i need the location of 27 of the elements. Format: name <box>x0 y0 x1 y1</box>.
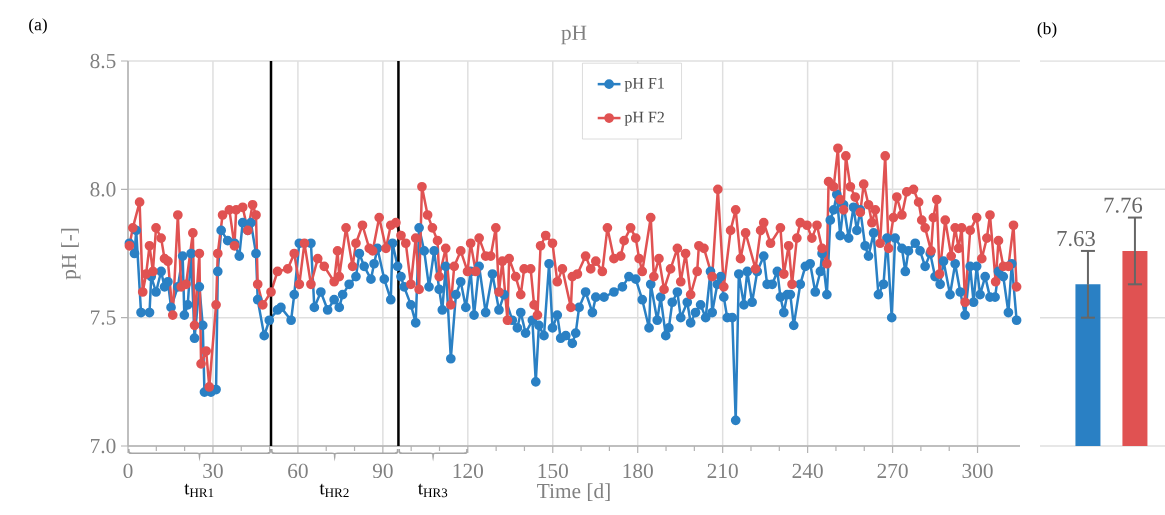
data-label: 7.76 <box>1104 197 1143 213</box>
x-tick-label: 120 <box>453 463 483 479</box>
x-tick-label: 90 <box>372 463 393 479</box>
text: t$_{HR3}$ <box>418 483 448 498</box>
y-tick-label: 8.5 <box>90 53 116 69</box>
x-tick-label: 300 <box>962 463 993 479</box>
x-tick-label: 60 <box>288 463 308 479</box>
y-tick-label: 7.5 <box>91 310 116 325</box>
text: t$_{HR1}$ <box>184 483 214 498</box>
data-label: 7.63 <box>1057 230 1095 247</box>
x-tick-label: 240 <box>792 463 823 479</box>
legend-label: pH F2 <box>624 111 664 126</box>
x-tick-label: 30 <box>203 463 223 479</box>
x-tick-label: 150 <box>538 463 568 479</box>
text: (b) <box>1037 22 1057 38</box>
x-tick-label: 270 <box>877 463 908 479</box>
y-tick-label: 7.0 <box>91 438 116 454</box>
legend-label: pH F1 <box>624 77 664 92</box>
x-tick-label: 0 <box>123 463 133 479</box>
text: t$_{HR2}$ <box>319 483 349 498</box>
x-tick-label: 180 <box>623 463 653 479</box>
x-tick-label: 210 <box>707 463 738 479</box>
y-tick-label: 8.0 <box>90 182 116 197</box>
chart-title: pH <box>561 25 587 45</box>
text: (a) <box>29 18 47 34</box>
x-axis-title: Time [d] <box>537 483 610 501</box>
y-axis-title: pH [-] <box>61 228 81 280</box>
